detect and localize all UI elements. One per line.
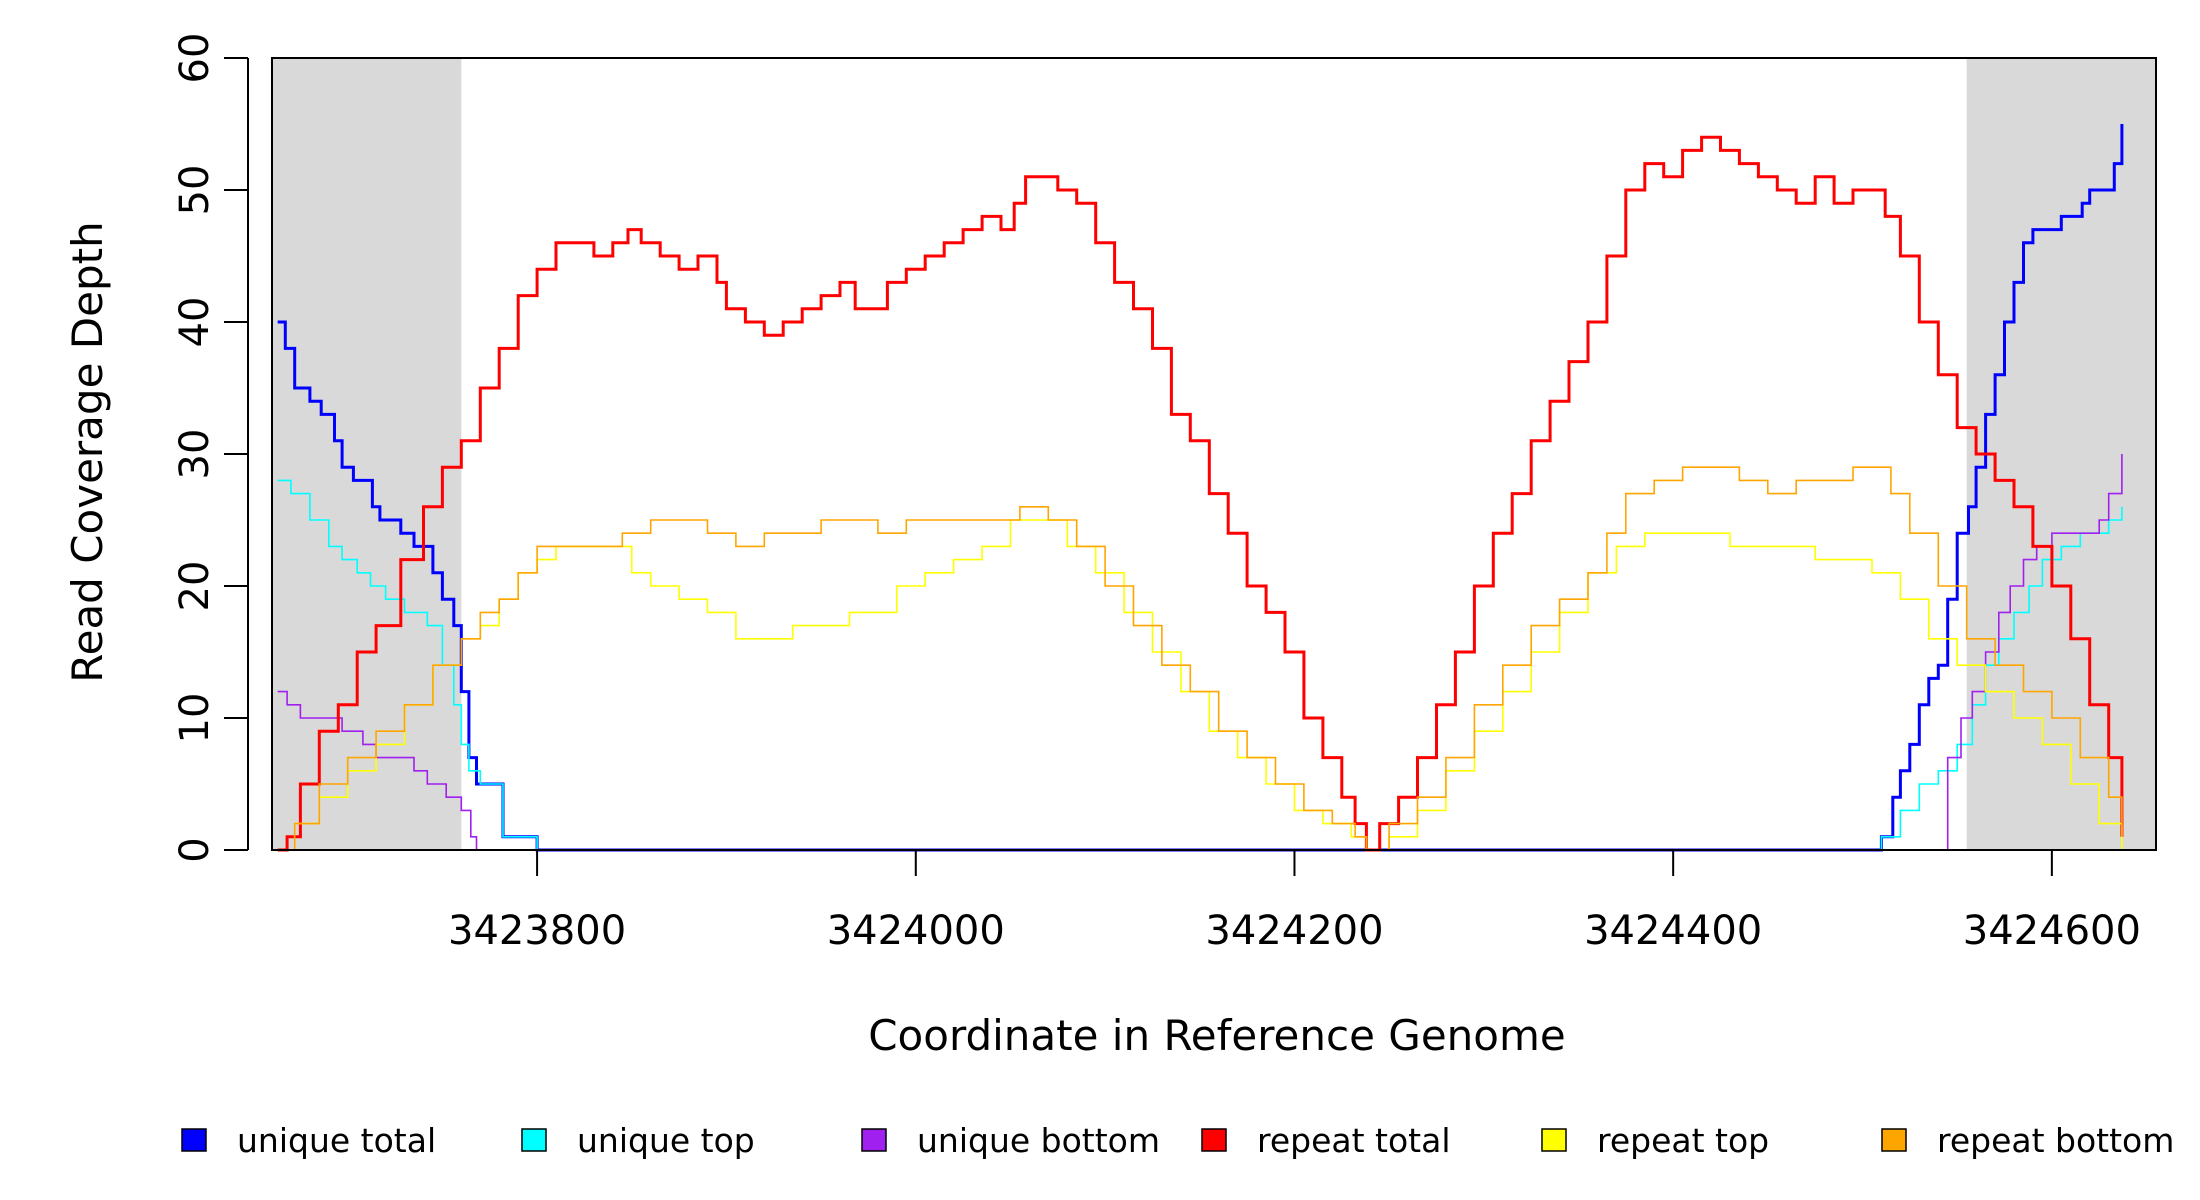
legend-swatch — [1201, 1128, 1227, 1152]
x-tick-label: 3424600 — [1963, 908, 2141, 954]
legend-label: repeat top — [1597, 1121, 1769, 1160]
y-tick-label: 0 — [172, 837, 218, 862]
legend-swatch — [181, 1128, 207, 1152]
legend-swatch — [1881, 1128, 1907, 1152]
series-unique-total — [277, 124, 2124, 852]
series-lines — [277, 124, 2124, 852]
legend-swatch — [861, 1128, 887, 1152]
legend-label: unique top — [577, 1121, 755, 1160]
series-repeat-bottom — [277, 466, 2123, 851]
series-repeat-top — [277, 519, 2123, 851]
y-tick-label: 10 — [172, 693, 218, 744]
legend-swatch — [521, 1128, 547, 1152]
x-tick-label: 3423800 — [448, 908, 626, 954]
y-tick-label: 60 — [172, 33, 218, 84]
legend-label: unique bottom — [917, 1121, 1160, 1160]
series-unique-bottom — [277, 454, 2123, 851]
legend-label: repeat bottom — [1937, 1121, 2174, 1160]
legend-swatch — [1541, 1128, 1567, 1152]
x-tick-label: 3424400 — [1584, 908, 1762, 954]
legend-label: repeat total — [1257, 1121, 1451, 1160]
y-axis-ticks: 0 10 20 30 40 50 60 — [172, 33, 248, 863]
y-tick-label: 20 — [172, 561, 218, 612]
y-tick-label: 30 — [172, 429, 218, 480]
y-tick-label: 40 — [172, 297, 218, 348]
y-tick-label: 50 — [172, 165, 218, 216]
legend-label: unique total — [237, 1121, 436, 1160]
x-tick-label: 3424000 — [827, 908, 1005, 954]
shaded-region-1 — [272, 58, 462, 850]
legend: unique total unique top unique bottom repea… — [181, 1121, 2174, 1160]
x-axis-title: Coordinate in Reference Genome — [868, 1011, 1566, 1060]
x-axis-ticks: 3423800 3424000 3424200 3424400 3424600 — [448, 850, 2141, 954]
y-axis-title: Read Coverage Depth — [63, 221, 112, 682]
series-repeat-total — [277, 135, 2124, 852]
series-unique-top — [277, 479, 2123, 851]
x-tick-label: 3424200 — [1205, 908, 1383, 954]
